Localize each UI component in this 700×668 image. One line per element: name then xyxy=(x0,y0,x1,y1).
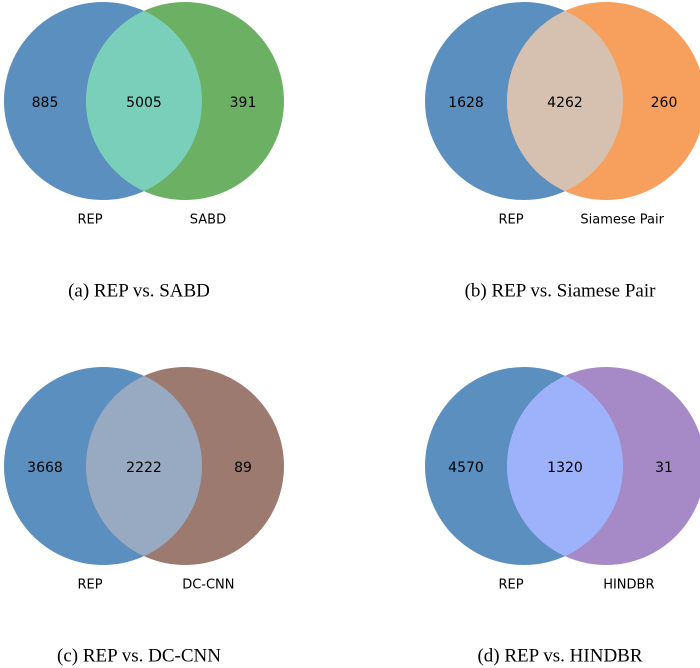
caption: (a) REP vs. SABD xyxy=(68,280,210,301)
caption: (c) REP vs. DC-CNN xyxy=(57,645,221,666)
intersection xyxy=(86,367,202,565)
right-label: DC-CNN xyxy=(182,578,234,593)
venn-panel: 885 5005 391 REP SABD (a) REP vs. SABD xyxy=(4,2,284,301)
venn-panel: 1628 4262 260 REP Siamese Pair (b) REP vs. Si… xyxy=(425,2,700,301)
right-count: 31 xyxy=(655,460,673,476)
caption: (d) REP vs. HINDBR xyxy=(477,645,642,666)
intersection xyxy=(507,2,623,200)
left-count: 1628 xyxy=(448,95,484,111)
both-count: 5005 xyxy=(126,95,162,111)
left-label: REP xyxy=(498,578,523,593)
right-label: HINDBR xyxy=(603,578,654,593)
right-count: 260 xyxy=(651,95,678,111)
intersection xyxy=(507,367,623,565)
both-count: 4262 xyxy=(547,95,583,111)
both-count: 2222 xyxy=(126,460,162,476)
right-count: 391 xyxy=(230,95,257,111)
left-label: REP xyxy=(498,213,523,228)
left-label: REP xyxy=(77,213,102,228)
venn-panel: 4570 1320 31 REP HINDBR (d) REP vs. HINDBR xyxy=(425,367,700,666)
right-label: SABD xyxy=(190,213,226,228)
venn-panel: 3668 2222 89 REP DC-CNN (c) REP vs. DC-CNN xyxy=(4,367,284,666)
left-count: 885 xyxy=(32,95,59,111)
right-label: Siamese Pair xyxy=(580,213,664,228)
caption: (b) REP vs. Siamese Pair xyxy=(465,280,657,301)
both-count: 1320 xyxy=(547,460,583,476)
right-count: 89 xyxy=(234,460,252,476)
left-label: REP xyxy=(77,578,102,593)
left-count: 3668 xyxy=(27,460,63,476)
left-count: 4570 xyxy=(448,460,484,476)
intersection xyxy=(86,2,202,200)
